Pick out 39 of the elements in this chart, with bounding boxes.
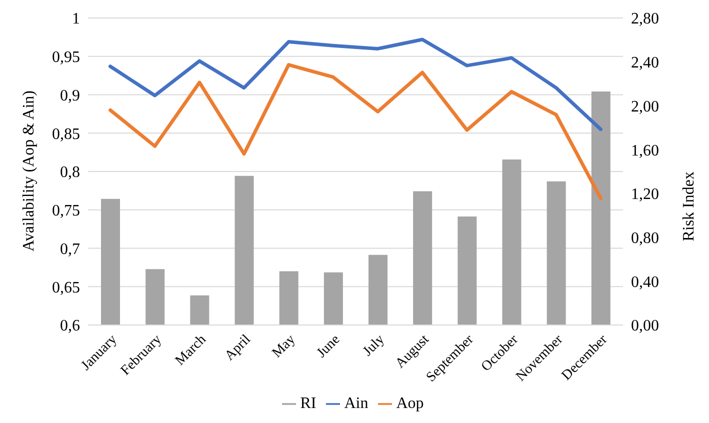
y-tick-label: 0,95 [52,49,80,66]
y2-tick-label: 1,60 [631,142,659,160]
y2-tick-label: 2,00 [631,98,659,116]
legend-label: RI [300,395,316,412]
y2-tick-label: 1,20 [631,186,659,204]
y2-tick-label: 0,40 [631,274,659,291]
line-series [108,38,602,132]
y2-tick-label: 0,00 [631,318,659,335]
y-axis-title: Availability (Aop & Ain) [20,90,38,252]
bar [368,254,388,325]
bar [413,191,432,325]
legend-label: Aop [396,395,424,412]
x-tick-label: June [314,332,344,362]
x-tick-label: July [360,332,388,360]
x-tick-label: May [270,332,298,362]
bar [591,91,610,325]
y2-tick-label: 2,40 [631,54,659,72]
y-tick-label: 0,7 [60,240,80,258]
y-tick-label: 1 [72,10,80,28]
y-tick-label: 0,75 [52,202,80,220]
y-tick-label: 0,9 [60,87,80,104]
y-tick-label: 0,85 [52,126,80,143]
bar [502,159,522,325]
y2-axis-title: Risk Index [680,172,698,242]
y2-tick-label: 2,80 [631,10,659,28]
bar [324,272,343,325]
line-series [108,63,602,200]
bar [146,269,165,325]
y2-tick-label: 0,80 [631,230,659,247]
bar [234,176,254,325]
bar [458,216,477,325]
legend-label: Ain [344,395,368,412]
y-tick-label: 0,65 [52,279,80,296]
bar [546,181,566,325]
y-tick-label: 0,6 [60,318,80,335]
bar [101,198,120,325]
y-tick-label: 0,8 [60,164,80,182]
bar [190,295,210,325]
bar [279,271,298,325]
